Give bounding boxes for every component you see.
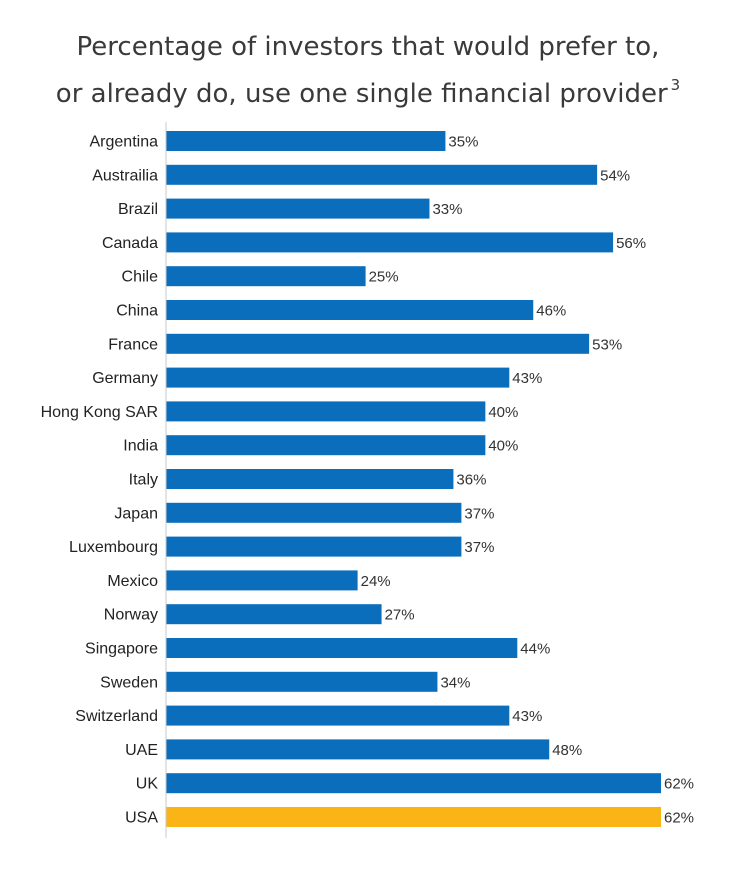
value-label-germany: 43% — [512, 370, 542, 387]
bar-uk — [166, 773, 661, 794]
bar-japan — [166, 502, 462, 523]
category-label-usa: USA — [125, 810, 158, 827]
category-label-india: India — [123, 438, 158, 455]
value-label-switzerland: 43% — [512, 708, 542, 725]
bar-usa — [166, 807, 661, 827]
chart-title-line-2: or already do, use one single financial … — [55, 79, 668, 109]
bar-argentina — [166, 131, 446, 151]
category-label-mexico: Mexico — [107, 573, 158, 590]
category-label-hong-kong-sar: Hong Kong SAR — [41, 404, 158, 421]
bar-austrailia — [166, 164, 598, 185]
value-label-norway: 27% — [385, 607, 415, 624]
bar-norway — [166, 604, 382, 625]
chart-title-line-1: Percentage of investors that would prefe… — [76, 32, 660, 62]
category-label-france: France — [108, 336, 158, 353]
bar-sweden — [166, 671, 438, 692]
bar-india — [166, 435, 486, 456]
category-label-china: China — [116, 303, 158, 320]
bar-china — [166, 300, 534, 320]
category-label-uk: UK — [136, 776, 159, 793]
value-label-italy: 36% — [456, 472, 486, 489]
value-label-france: 53% — [592, 336, 622, 353]
value-label-usa: 62% — [664, 810, 694, 827]
bar-brazil — [166, 198, 430, 219]
bar-hong-kong-sar — [166, 401, 486, 422]
value-label-japan: 37% — [464, 505, 494, 522]
bar-singapore — [166, 638, 518, 658]
category-label-austrailia: Austrailia — [92, 167, 158, 184]
category-label-norway: Norway — [104, 607, 158, 624]
category-label-chile: Chile — [122, 269, 159, 286]
bar-italy — [166, 469, 454, 489]
category-label-uae: UAE — [125, 742, 158, 759]
value-label-chile: 25% — [369, 269, 399, 286]
category-label-switzerland: Switzerland — [75, 708, 158, 725]
category-label-italy: Italy — [129, 472, 158, 489]
value-label-india: 40% — [488, 438, 518, 455]
category-label-argentina: Argentina — [90, 134, 159, 151]
bar-uae — [166, 739, 550, 760]
bar-france — [166, 333, 590, 354]
value-label-sweden: 34% — [440, 674, 470, 691]
value-label-luxembourg: 37% — [464, 539, 494, 556]
value-label-argentina: 35% — [448, 134, 478, 151]
value-label-singapore: 44% — [520, 641, 550, 658]
category-label-sweden: Sweden — [100, 674, 158, 691]
value-label-uae: 48% — [552, 742, 582, 759]
bar-luxembourg — [166, 536, 462, 557]
category-label-singapore: Singapore — [85, 641, 158, 658]
bar-mexico — [166, 570, 358, 591]
value-label-hong-kong-sar: 40% — [488, 404, 518, 421]
value-label-canada: 56% — [616, 235, 646, 252]
value-label-mexico: 24% — [361, 573, 391, 590]
bar-canada — [166, 232, 614, 253]
value-label-uk: 62% — [664, 776, 694, 793]
bar-germany — [166, 367, 510, 388]
title-footnote-marker: 3 — [670, 76, 681, 94]
category-label-japan: Japan — [114, 505, 158, 522]
category-label-canada: Canada — [102, 235, 158, 252]
value-label-austrailia: 54% — [600, 167, 630, 184]
bar-switzerland — [166, 705, 510, 726]
value-label-china: 46% — [536, 303, 566, 320]
category-label-luxembourg: Luxembourg — [69, 539, 158, 556]
value-label-brazil: 33% — [432, 201, 462, 218]
bar-chile — [166, 266, 366, 287]
category-label-germany: Germany — [92, 370, 158, 387]
chart-title: Percentage of investors that would prefe… — [0, 28, 736, 113]
category-label-brazil: Brazil — [118, 201, 158, 218]
